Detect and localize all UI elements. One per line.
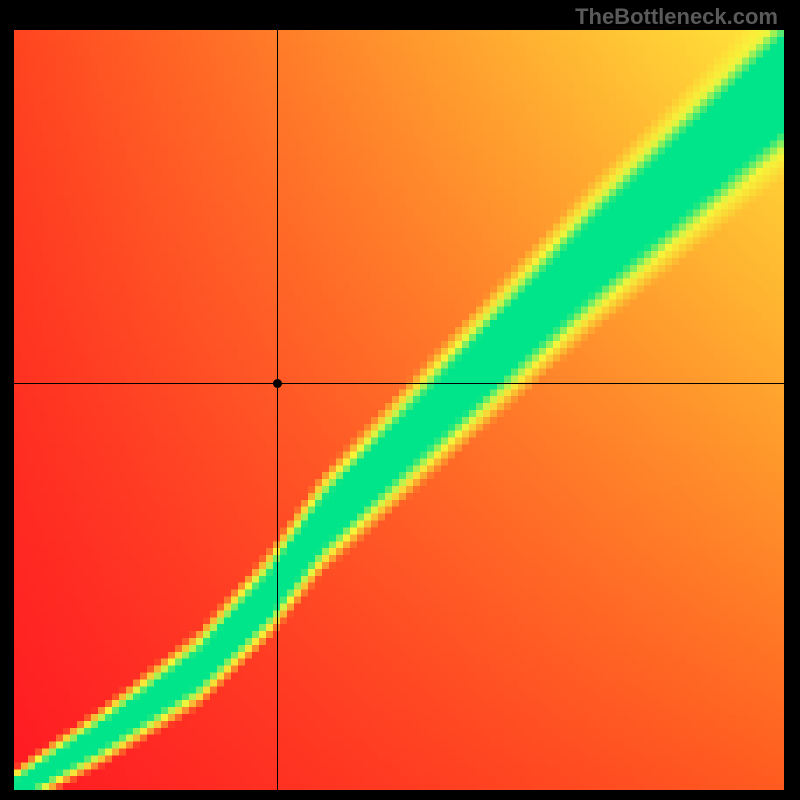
- chart-container: { "watermark": { "text": "TheBottleneck.…: [0, 0, 800, 800]
- watermark-text: TheBottleneck.com: [575, 4, 778, 30]
- bottleneck-heatmap: [14, 30, 784, 790]
- crosshair-vertical: [277, 30, 278, 790]
- crosshair-horizontal: [14, 383, 784, 384]
- crosshair-marker: [273, 379, 282, 388]
